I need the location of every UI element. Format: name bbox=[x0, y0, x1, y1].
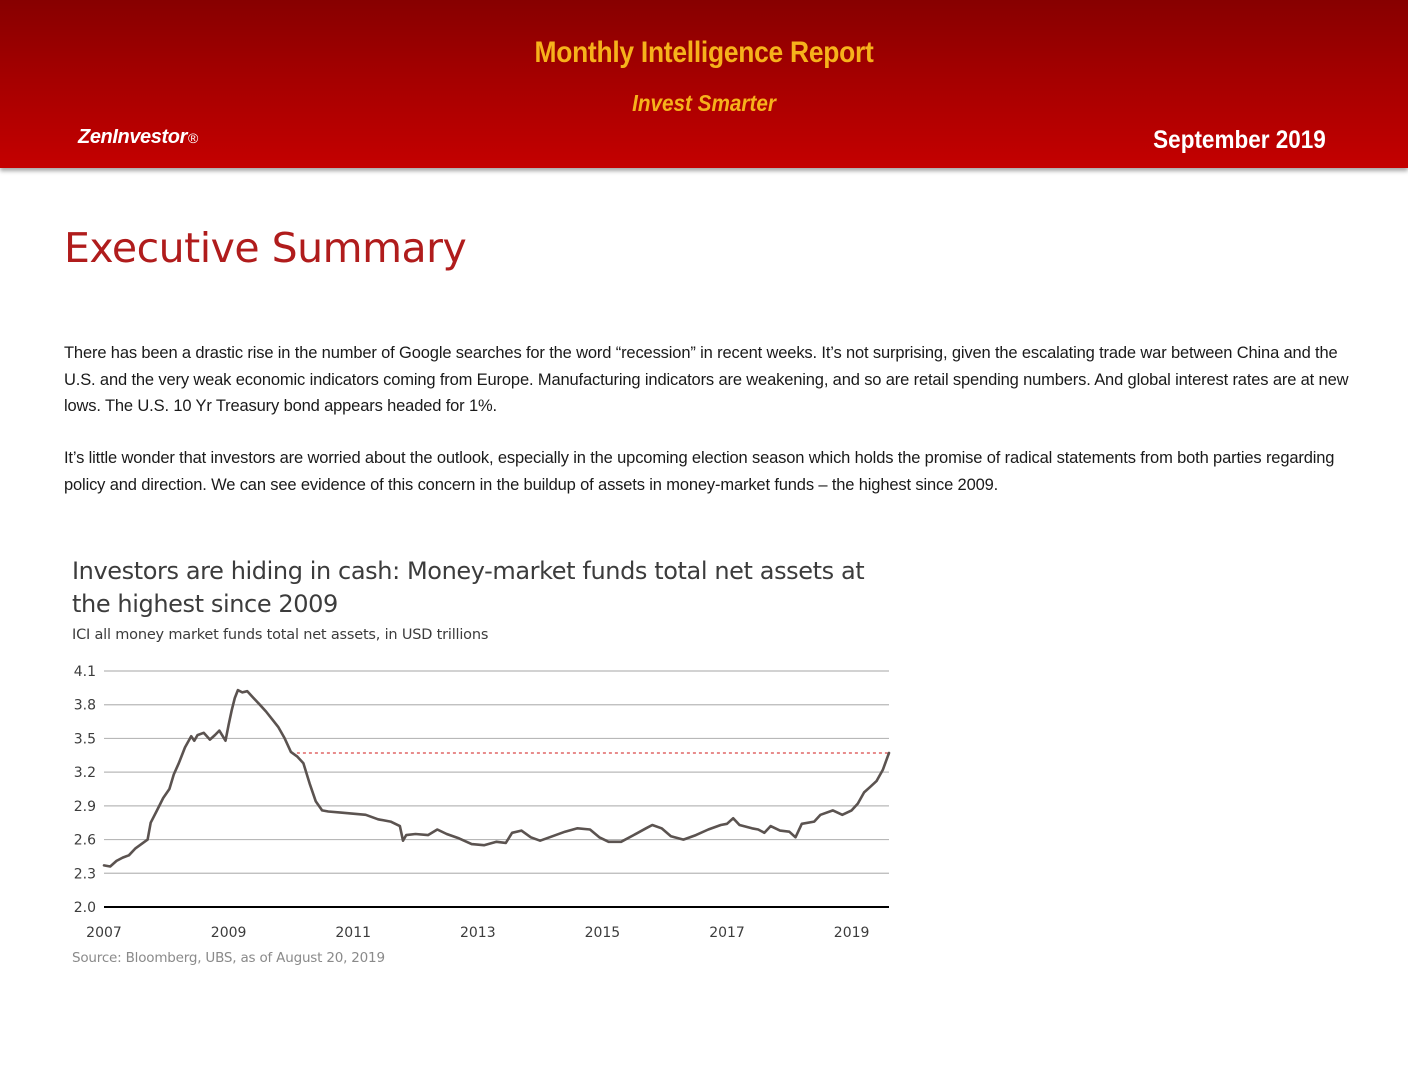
report-title: Monthly Intelligence Report bbox=[534, 36, 874, 69]
x-tick-label: 2017 bbox=[709, 925, 745, 941]
x-tick-label: 2009 bbox=[211, 925, 247, 941]
brand-name: ZenInvestor bbox=[78, 126, 187, 148]
y-tick-label: 3.8 bbox=[74, 698, 96, 714]
summary-paragraph-2: It’s little wonder that investors are wo… bbox=[64, 449, 1335, 494]
y-tick-label: 3.2 bbox=[74, 765, 96, 781]
chart-figure: Investors are hiding in cash: Money-mark… bbox=[60, 545, 900, 975]
y-tick-label: 3.5 bbox=[74, 731, 96, 747]
chart-subtitle: ICI all money market funds total net ass… bbox=[72, 627, 489, 643]
y-tick-label: 4.1 bbox=[74, 664, 96, 680]
x-tick-label: 2019 bbox=[834, 925, 870, 941]
registered-mark: ® bbox=[187, 130, 198, 146]
x-tick-label: 2015 bbox=[585, 925, 621, 941]
x-tick-label: 2007 bbox=[86, 925, 122, 941]
report-tagline: Invest Smarter bbox=[632, 90, 776, 116]
section-title: Executive Summary bbox=[64, 224, 467, 272]
brand-logo: ZenInvestor® bbox=[78, 126, 198, 149]
y-tick-label: 2.0 bbox=[74, 900, 96, 916]
chart-source: Source: Bloomberg, UBS, as of August 20,… bbox=[72, 950, 385, 966]
report-header: Monthly Intelligence Report Invest Smart… bbox=[0, 0, 1408, 168]
x-tick-label: 2013 bbox=[460, 925, 496, 941]
y-tick-label: 2.9 bbox=[74, 799, 96, 815]
line-chart: 4.1 3.8 3.5 3.2 2.9 2.6 2.3 2.0 2007 2009 2011 2013… bbox=[74, 664, 891, 941]
summary-paragraph-1: There has been a drastic rise in the num… bbox=[64, 344, 1349, 415]
x-tick-label: 2011 bbox=[335, 925, 371, 941]
y-tick-label: 2.3 bbox=[74, 866, 96, 882]
series-line-0 bbox=[102, 688, 891, 868]
y-tick-label: 2.6 bbox=[74, 833, 96, 849]
report-date: September 2019 bbox=[1153, 126, 1326, 154]
chart-title: Investors are hiding in cash: Money-mark… bbox=[72, 557, 865, 618]
